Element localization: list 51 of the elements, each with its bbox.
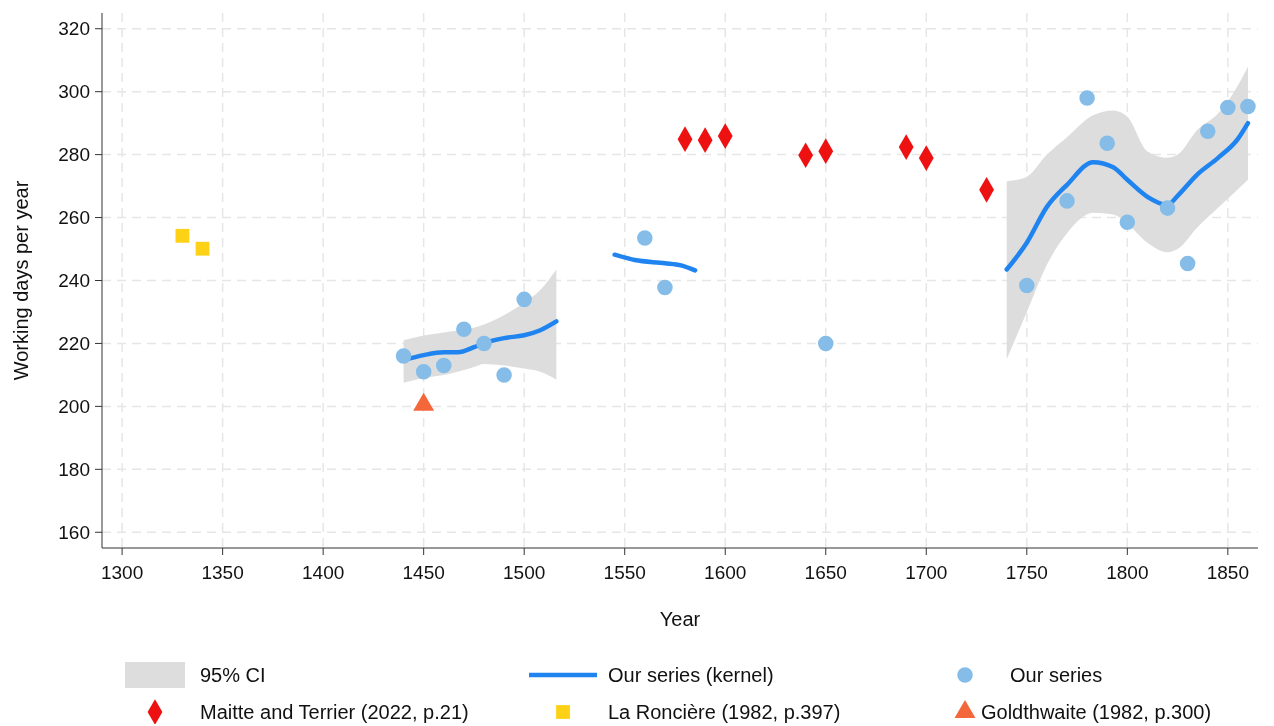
x-tick-label: 1400 — [302, 562, 345, 583]
y-tick-label: 280 — [58, 144, 90, 166]
point — [195, 241, 210, 256]
y-tick-label: 160 — [58, 521, 90, 543]
point — [415, 364, 432, 380]
x-tick-label: 1550 — [603, 562, 646, 583]
legend-label: Maitte and Terrier (2022, p.21) — [200, 701, 469, 723]
point — [1240, 98, 1256, 115]
x-tick-label: 1350 — [201, 562, 244, 583]
y-tick-label: 240 — [58, 270, 90, 292]
text: 95% CI — [200, 664, 266, 686]
x-tick-label: 1600 — [704, 562, 747, 583]
point — [1179, 255, 1196, 272]
x-tick-label: 1300 — [100, 562, 144, 583]
point — [1019, 277, 1035, 294]
point — [496, 367, 512, 383]
point — [657, 279, 673, 296]
point — [476, 335, 492, 352]
legend-label: Our series (kernel) — [608, 664, 774, 686]
point — [395, 348, 412, 364]
x-axis-title: Year — [659, 608, 701, 630]
point — [1099, 135, 1115, 152]
x-tick-label: 1450 — [402, 562, 445, 583]
y-tick-label: 200 — [58, 396, 90, 418]
point — [436, 357, 452, 374]
y-tick-label: 260 — [58, 207, 90, 229]
y-tick-label: 300 — [58, 81, 90, 103]
y-tick-label: 320 — [58, 18, 90, 40]
x-tick-label: 1850 — [1206, 562, 1249, 583]
y-tick-label: 220 — [58, 333, 90, 355]
y-axis-title: Working days per year — [10, 180, 32, 381]
x-tick-label: 1750 — [1005, 562, 1048, 583]
point — [1079, 90, 1095, 106]
point — [637, 230, 653, 246]
point — [175, 228, 190, 243]
x-tick-label: 1800 — [1106, 562, 1149, 583]
x-tick-label: 1500 — [503, 562, 546, 583]
y-tick-label: 180 — [58, 458, 90, 480]
legend-label: Goldthwaite (1982, p.300) — [981, 701, 1212, 723]
point — [1159, 200, 1176, 216]
legend-label: La Roncière (1982, p.397) — [608, 701, 841, 723]
x-tick-label: 1650 — [804, 562, 847, 583]
point — [1059, 193, 1075, 209]
point — [1199, 123, 1216, 140]
point — [456, 321, 472, 338]
point — [1220, 99, 1236, 116]
point — [1119, 214, 1136, 231]
point — [817, 335, 834, 352]
x-tick-label: 1700 — [905, 562, 948, 583]
point — [516, 291, 532, 308]
legend-label: Our series — [1010, 664, 1103, 686]
